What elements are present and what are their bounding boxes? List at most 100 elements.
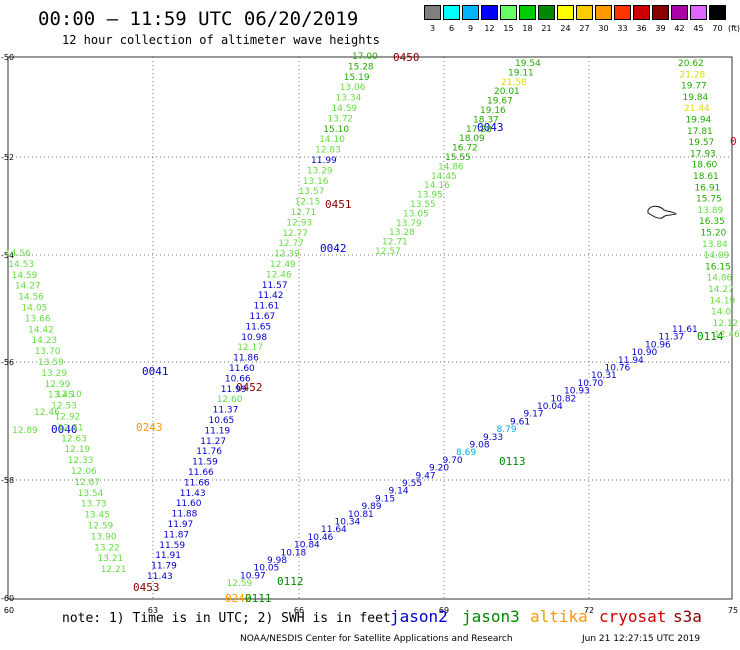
wave-height-value: 14.45 xyxy=(431,172,457,182)
wave-height-value: 12.83 xyxy=(315,146,341,156)
wave-height-value: 12.77 xyxy=(278,239,304,249)
wave-height-value: 13.73 xyxy=(81,500,107,510)
lon-label: 69 xyxy=(439,606,449,615)
wave-height-value: 14.86 xyxy=(707,274,733,284)
wave-height-value: 15.75 xyxy=(696,195,722,205)
wave-height-value: 9.47 xyxy=(416,471,436,481)
wave-height-value: 12.77 xyxy=(282,229,308,239)
wave-height-value: 11.76 xyxy=(196,447,222,457)
wave-height-value: 9.89 xyxy=(362,502,382,512)
wave-height-value: 14.53 xyxy=(8,260,34,270)
wave-height-value: 12.33 xyxy=(68,456,94,466)
wave-height-value: 11.57 xyxy=(262,281,288,291)
legend-unit: (ft) xyxy=(728,24,740,33)
wave-height-value: 12.99 xyxy=(45,380,71,390)
legend-swatch xyxy=(500,5,517,20)
lat-label: -54 xyxy=(1,251,14,260)
pass-time-label: 0114 xyxy=(697,330,724,343)
wave-height-value: 15.20 xyxy=(701,229,727,239)
wave-height-value: 18.37 xyxy=(473,115,499,125)
wave-height-value: 9.20 xyxy=(429,464,449,474)
wave-height-value: 14.10 xyxy=(319,135,345,145)
wave-height-value: 11.66 xyxy=(188,468,214,478)
wave-height-value: 13.59 xyxy=(38,358,64,368)
wave-height-value: 14.19 xyxy=(710,296,736,306)
legend-label: 3 xyxy=(429,24,436,33)
wave-height-value: 13.57 xyxy=(299,187,325,197)
legend-label: 45 xyxy=(693,24,704,33)
lon-labels: 60 63 66 69 72 75 xyxy=(4,606,738,615)
wave-height-value: 12.12 xyxy=(713,319,739,329)
wave-height-value: 8.69 xyxy=(456,448,476,458)
wave-height-value: 11.94 xyxy=(618,356,644,366)
pass-time-label: 0042 xyxy=(320,242,347,255)
wave-height-value: 10.04 xyxy=(537,402,563,412)
wave-height-value: 13.70 xyxy=(35,347,61,357)
wave-height-value: 10.76 xyxy=(605,364,631,374)
lon-label: 60 xyxy=(4,606,14,615)
wave-height-value: 20.01 xyxy=(494,87,520,97)
wave-height-value: 13.34 xyxy=(336,94,362,104)
wave-height-value: 12.06 xyxy=(71,467,97,477)
legend-label: 24 xyxy=(560,24,571,33)
wave-height-value: 19.57 xyxy=(689,138,715,148)
wave-height-value: 13.89 xyxy=(698,206,724,216)
wave-height-value: 12.93 xyxy=(286,218,312,228)
lat-labels: -50 -52 -54 -56 -58 -60 xyxy=(1,53,14,603)
wave-height-value: 10.34 xyxy=(335,518,361,528)
legend-s3a: s3a xyxy=(673,607,702,626)
pass-time-label: 0 xyxy=(730,135,737,148)
wave-height-value: 10.46 xyxy=(308,533,334,543)
wave-height-value: 12.51 xyxy=(58,423,84,433)
wave-height-value: 10.93 xyxy=(564,387,590,397)
wave-height-value: 11.99 xyxy=(311,156,337,166)
wave-height-value: 12.17 xyxy=(237,343,263,353)
wave-height-value: 13.45 xyxy=(48,391,74,401)
wave-height-value: 12.46 xyxy=(714,330,740,340)
wave-height-value: 12.71 xyxy=(291,208,317,218)
lon-label: 66 xyxy=(294,606,304,615)
legend-altika: altika xyxy=(530,607,588,626)
legend-label: 12 xyxy=(484,24,495,33)
wave-height-value: 14.27 xyxy=(15,282,41,292)
wave-height-value: 13.22 xyxy=(94,543,120,553)
wave-height-value: 11.37 xyxy=(213,406,239,416)
legend-label: 70 xyxy=(712,24,723,33)
lon-label: 75 xyxy=(728,606,738,615)
generation-timestamp: Jun 21 12:27:15 UTC 2019 xyxy=(582,634,701,644)
wave-height-value: 14.56 xyxy=(5,249,31,259)
wave-height-value: 9.14 xyxy=(389,487,409,497)
wave-height-value: 11.59 xyxy=(159,541,185,551)
wave-height-value: 11.61 xyxy=(672,325,698,335)
wave-height-value: 21.28 xyxy=(680,70,706,80)
wave-height-value: 12.59 xyxy=(88,522,114,532)
legend-swatch xyxy=(443,5,460,20)
wave-height-value: 11.79 xyxy=(151,562,177,572)
legend-swatch xyxy=(633,5,650,20)
pass-time-label: 0041 xyxy=(142,365,169,378)
legend-label: 6 xyxy=(448,24,455,33)
wave-height-value: 11.37 xyxy=(659,333,685,343)
wave-height-value: 9.98 xyxy=(267,556,287,566)
wave-height-value: 14.16 xyxy=(424,181,450,191)
wave-height-value: 11.43 xyxy=(180,489,206,499)
wave-height-value: 11.88 xyxy=(172,510,198,520)
legend-label: 15 xyxy=(503,24,514,33)
wave-height-value: 10.05 xyxy=(254,564,280,574)
wave-height-value: 14.27 xyxy=(708,285,734,295)
wave-height-value: 12.71 xyxy=(382,238,408,248)
wave-height-value: 9.17 xyxy=(524,410,544,420)
legend-swatch xyxy=(652,5,669,20)
wave-height-value: 10.66 xyxy=(225,374,251,384)
wave-height-tracks: 17.0015.2815.1913.0613.3414.5913.7215.10… xyxy=(5,52,740,589)
wave-height-value: 10.96 xyxy=(645,340,671,350)
legend-label: 39 xyxy=(655,24,666,33)
wave-height-value: 10.82 xyxy=(551,394,577,404)
wave-height-value: 15.55 xyxy=(445,153,471,163)
wave-height-value: 12.49 xyxy=(270,260,296,270)
wave-height-value: 11.67 xyxy=(250,312,276,322)
legend-jason3: jason3 xyxy=(462,607,520,626)
wave-height-value: 16.72 xyxy=(452,144,478,154)
legend-swatch xyxy=(690,5,707,20)
